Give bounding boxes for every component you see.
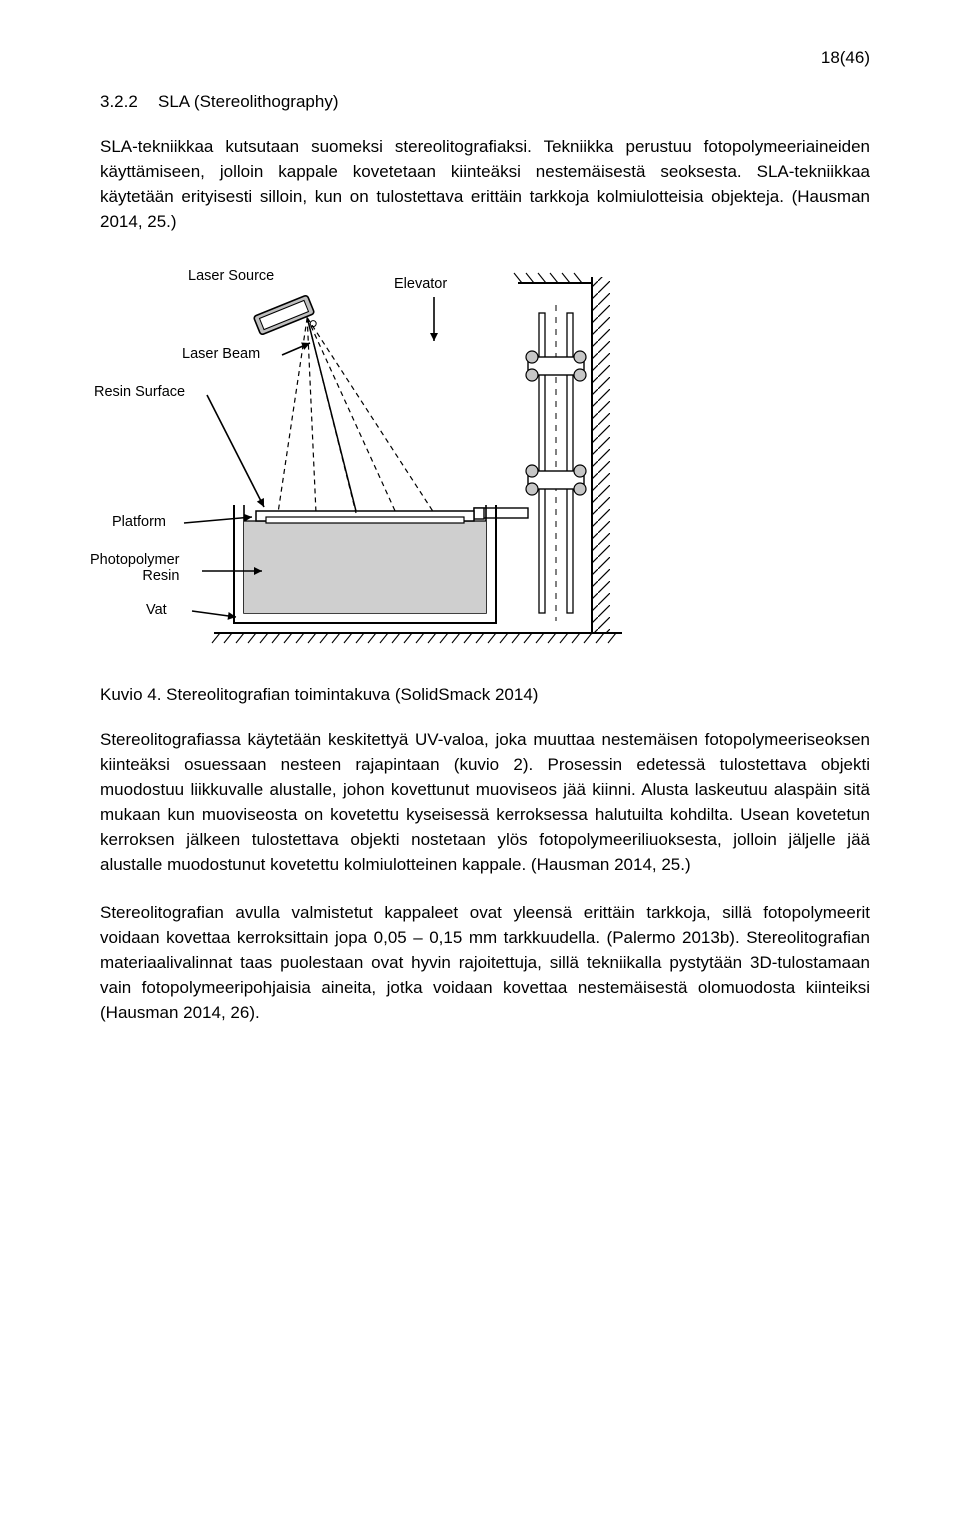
label-laser-beam: Laser Beam	[182, 347, 260, 363]
heading-title: SLA (Stereolithography)	[158, 92, 339, 111]
label-photopolymer-resin: PhotopolymerResin	[90, 553, 179, 585]
paragraph-3: Stereolitografian avulla valmistetut kap…	[100, 900, 870, 1026]
sla-diagram: Laser Source Laser Beam Resin Surface Platf…	[94, 257, 624, 677]
figure: Laser SourceLaser BeamResin SurfacePlatf…	[100, 257, 870, 677]
label-vat: Vat	[146, 603, 167, 619]
heading-number: 3.2.2	[100, 92, 158, 112]
label-resin-surface: Resin Surface	[94, 385, 185, 401]
section-heading: 3.2.2SLA (Stereolithography)	[100, 92, 870, 112]
label-laser-source: Laser Source	[188, 269, 274, 285]
label-platform: Platform	[112, 515, 166, 531]
figure-caption: Kuvio 4. Stereolitografian toimintakuva …	[100, 685, 870, 705]
page: 18(46) 3.2.2SLA (Stereolithography) SLA-…	[0, 0, 960, 1107]
label-elevator: Elevator	[394, 277, 447, 293]
paragraph-2: Stereolitografiassa käytetään keskitetty…	[100, 727, 870, 878]
page-number: 18(46)	[100, 48, 870, 68]
paragraph-1: SLA-tekniikkaa kutsutaan suomeksi stereo…	[100, 134, 870, 235]
